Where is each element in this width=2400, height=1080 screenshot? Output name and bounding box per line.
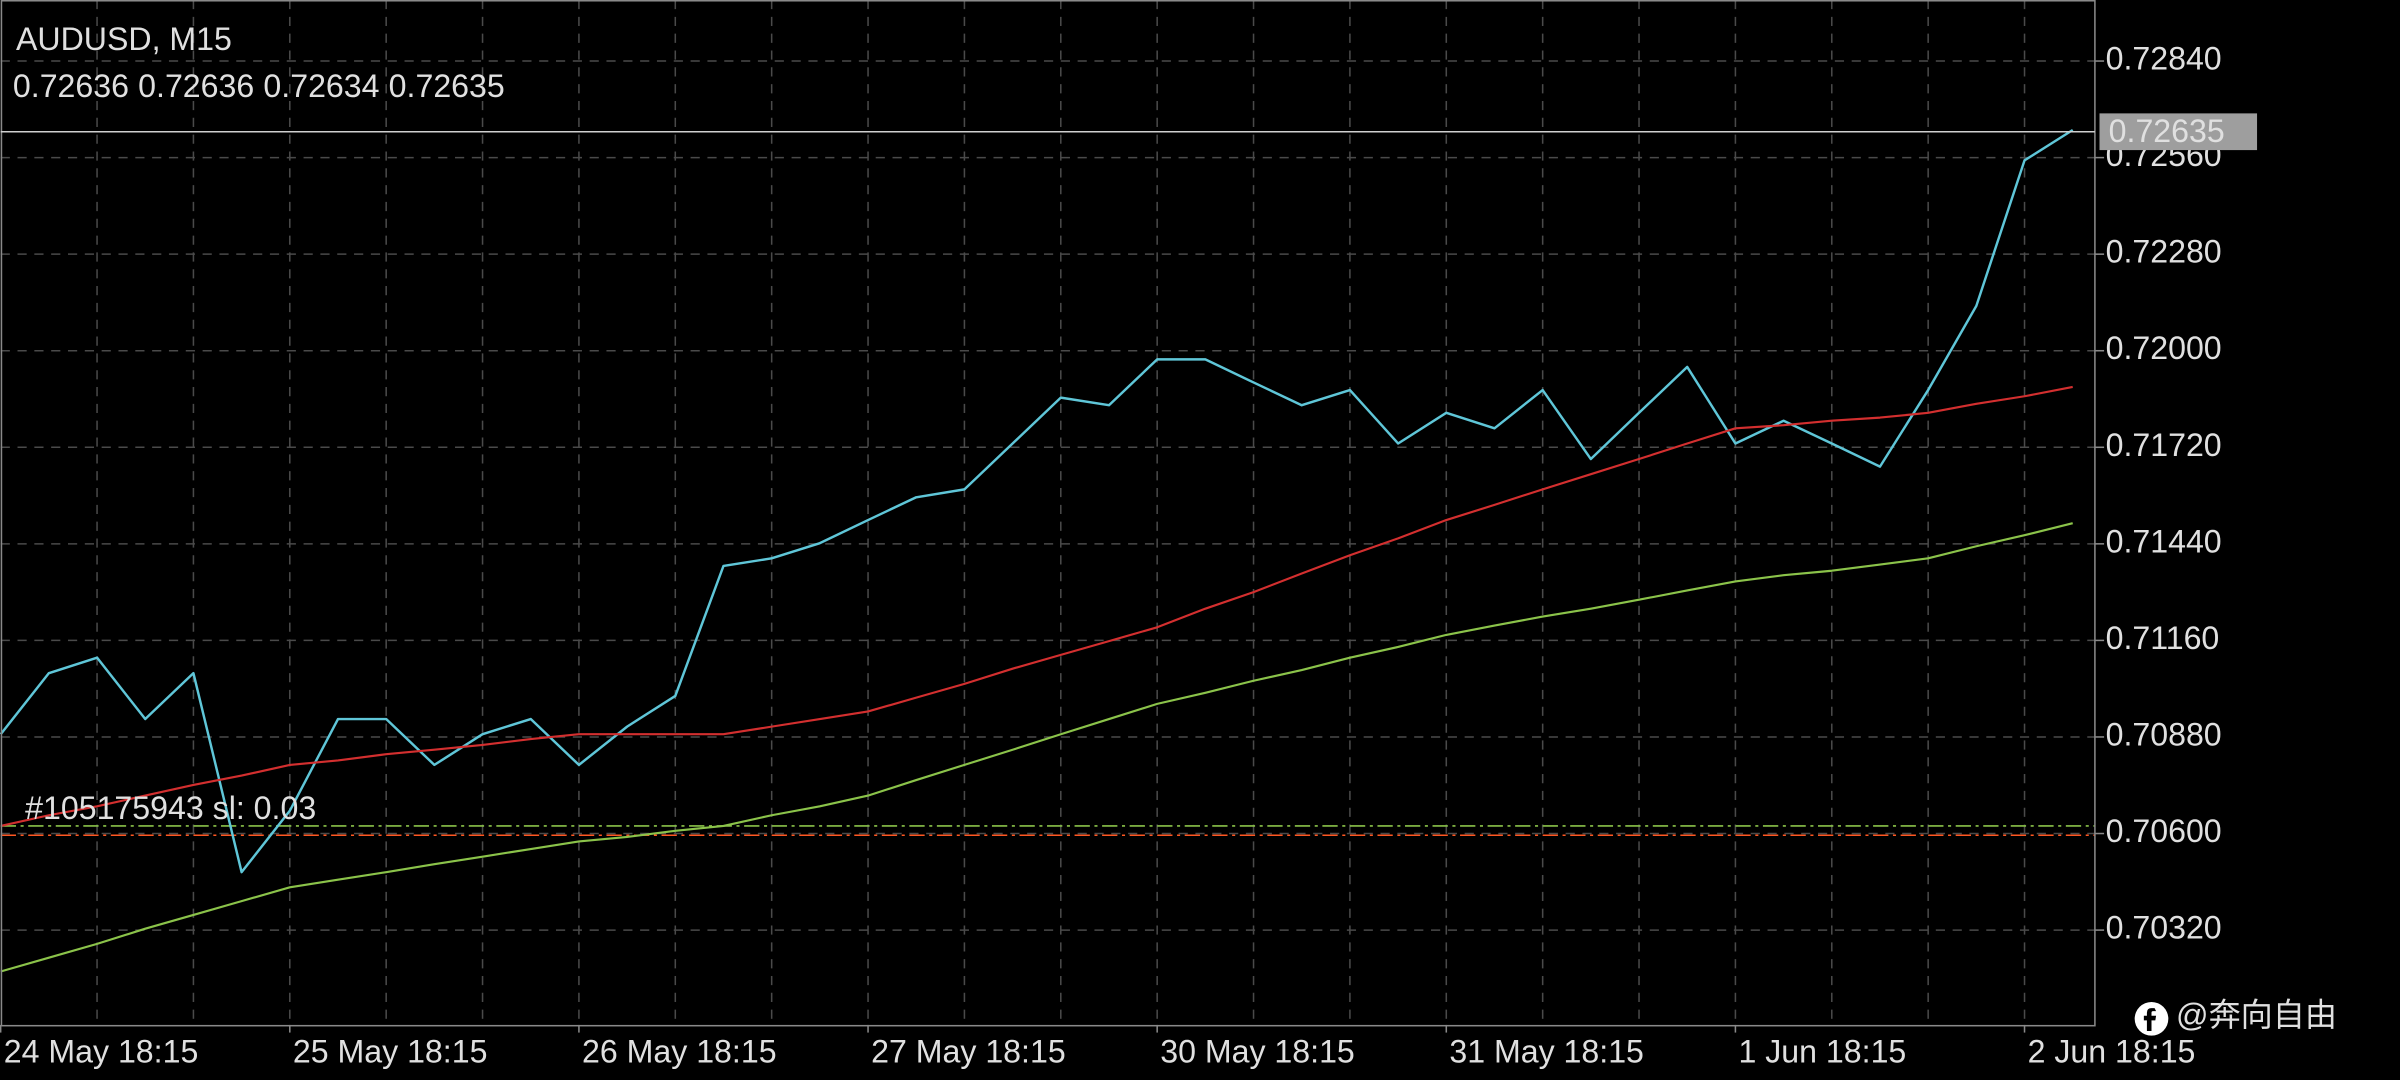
x-tick-label: 2 Jun 18:15	[2028, 1033, 2196, 1069]
watermark-text: @奔向自由	[2176, 997, 2337, 1033]
labels: 0.70320 0.70600 0.70880 0.71160 0.71440 0.717…	[0, 41, 2258, 1069]
x-tick-label: 30 May 18:15	[1160, 1033, 1355, 1069]
ohlc: 0.72636 0.72636 0.72634 0.72635	[13, 68, 505, 104]
series-line	[0, 385, 2073, 827]
y-tick-label: 0.71720	[2106, 427, 2222, 463]
ohlc-value: 0.72636	[138, 68, 254, 104]
ohlc-value: 0.72636	[13, 68, 129, 104]
x-tick-label: 1 Jun 18:15	[1738, 1033, 1906, 1069]
marks	[0, 128, 2095, 973]
series-line	[0, 522, 2073, 973]
x-tick-label: 31 May 18:15	[1449, 1033, 1644, 1069]
y-tick-label: 0.71160	[2106, 620, 2220, 656]
y-tick-label: 0.72840	[2106, 41, 2222, 77]
watermark: @奔向自由	[2134, 997, 2337, 1036]
current-price-label: 0.72635	[2109, 113, 2225, 149]
order-label: #105175943 sl: 0.03	[25, 790, 316, 826]
x-tick-label: 25 May 18:15	[293, 1033, 488, 1069]
x-tick-label: 27 May 18:15	[871, 1033, 1066, 1069]
y-tick-label: 0.70320	[2106, 910, 2222, 946]
watermark-icon-glyph	[2143, 1008, 2157, 1032]
ohlc-value: 0.72634	[263, 68, 379, 104]
plot-border	[0, 0, 2096, 1027]
x-tick-label: 26 May 18:15	[582, 1033, 777, 1069]
x-tick-label: 24 May 18:15	[4, 1033, 199, 1069]
y-tick-label: 0.71440	[2106, 523, 2222, 559]
ohlc-value: 0.72635	[389, 68, 505, 104]
y-tick-label: 0.72280	[2106, 234, 2222, 270]
y-tick-label: 0.70600	[2106, 813, 2222, 849]
y-tick-label: 0.70880	[2106, 716, 2222, 752]
y-tick-label: 0.72000	[2106, 330, 2222, 366]
chart-title: AUDUSD, M15	[16, 21, 232, 57]
grid	[0, 0, 2095, 1025]
current-price-tag	[2099, 113, 2258, 151]
